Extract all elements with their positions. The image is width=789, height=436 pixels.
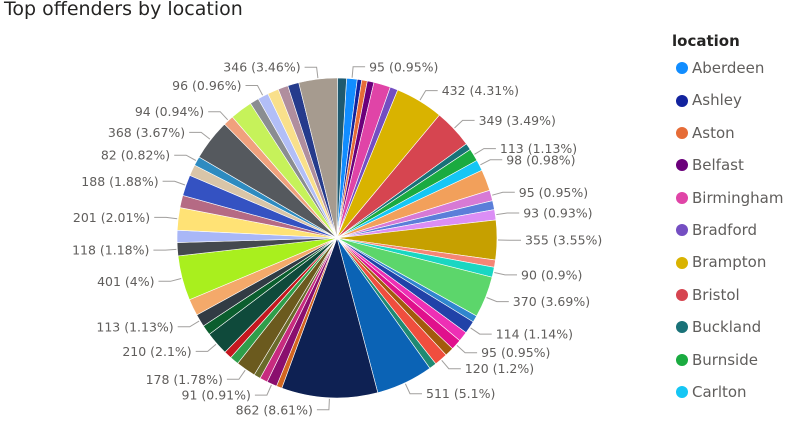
data-label: 95 (0.95%) — [519, 185, 588, 200]
legend-marker — [676, 62, 688, 75]
data-label: 82 (0.82%) — [101, 148, 170, 163]
leader-line — [177, 320, 200, 328]
data-label: 401 (4%) — [97, 274, 154, 289]
data-label: 113 (1.13%) — [96, 319, 173, 334]
data-label: 94 (0.94%) — [135, 104, 204, 119]
leader-line — [158, 278, 182, 282]
data-label: 188 (1.88%) — [81, 174, 158, 189]
data-label: 90 (0.9%) — [521, 267, 582, 282]
legend-item[interactable]: Bristol — [672, 279, 789, 311]
leader-line — [351, 66, 366, 78]
leader-line — [254, 384, 272, 396]
pie-slice[interactable] — [336, 77, 347, 239]
leader-lines — [153, 66, 521, 411]
legend-items: Aberdeen Ashley Aston Belfast Birmingham Brad… — [672, 52, 789, 408]
data-label: 91 (0.91%) — [182, 388, 251, 403]
data-label: 93 (0.93%) — [523, 206, 592, 221]
legend-marker — [676, 191, 688, 204]
legend-label: Carlton — [692, 382, 747, 401]
legend-label: Burnside — [692, 350, 758, 369]
legend-label: Bristol — [692, 285, 740, 304]
data-label: 349 (3.49%) — [479, 113, 556, 128]
legend-item[interactable]: Aberdeen — [672, 52, 789, 84]
leader-line — [162, 180, 186, 186]
leader-line — [226, 369, 246, 380]
leader-line — [419, 90, 438, 101]
legend-marker — [676, 256, 688, 269]
pie-slice[interactable] — [281, 237, 379, 399]
chart-title: Top offenders by location — [4, 0, 243, 20]
data-label: 346 (3.46%) — [223, 60, 300, 75]
leader-line — [153, 248, 177, 251]
leader-line — [316, 398, 330, 411]
leader-line — [441, 359, 461, 370]
legend-label: Bradford — [692, 220, 758, 239]
leader-line — [496, 212, 520, 216]
data-label: 95 (0.95%) — [369, 59, 438, 74]
legend-label: Buckland — [692, 318, 762, 337]
legend-title: location — [672, 32, 740, 50]
legend-item[interactable]: Carlton — [672, 376, 789, 408]
leader-line — [492, 191, 515, 196]
legend-marker — [676, 353, 688, 366]
leader-line — [454, 119, 475, 129]
legend-item[interactable]: Buckland — [672, 311, 789, 343]
legend-label: Ashley — [692, 91, 742, 110]
legend-marker — [676, 386, 688, 399]
data-label: 370 (3.69%) — [513, 294, 590, 309]
legend-marker — [676, 126, 688, 139]
leader-line — [189, 131, 211, 140]
data-label: 120 (1.2%) — [465, 361, 534, 376]
pie-chart: 95 (0.95%) 432 (4.31%) 349 (3.49%) 113 (1.1… — [72, 59, 602, 417]
leader-line — [404, 383, 422, 395]
leader-line — [208, 111, 229, 121]
leader-line — [245, 85, 264, 96]
leader-line — [154, 216, 178, 220]
legend-marker — [676, 159, 688, 172]
legend-label: Aston — [692, 123, 735, 142]
data-label: 432 (4.31%) — [442, 83, 519, 98]
data-label: 862 (8.61%) — [236, 402, 313, 417]
leader-line — [174, 154, 197, 161]
legend-item[interactable]: Ashley — [672, 84, 789, 116]
legend-marker — [676, 288, 688, 301]
data-label: 210 (2.1%) — [122, 344, 191, 359]
legend-item[interactable]: Aston — [672, 117, 789, 149]
data-label: 355 (3.55%) — [525, 233, 602, 248]
data-label: 178 (1.78%) — [146, 372, 223, 387]
data-label: 201 (2.01%) — [73, 210, 150, 225]
data-label: 98 (0.98%) — [506, 152, 575, 167]
leader-line — [480, 159, 503, 166]
leader-line — [474, 148, 496, 155]
legend-item[interactable]: Burnside — [672, 344, 789, 376]
legend-label: Brampton — [692, 253, 767, 272]
legend-label: Belfast — [692, 156, 744, 175]
legend: location Aberdeen Ashley Aston Belfast Birmi… — [672, 30, 789, 408]
leader-line — [486, 297, 509, 303]
legend-item[interactable]: Bradford — [672, 214, 789, 246]
data-labels: 95 (0.95%) 432 (4.31%) 349 (3.49%) 113 (1.1… — [72, 59, 602, 417]
legend-marker — [676, 224, 688, 237]
legend-marker — [676, 94, 688, 107]
pie-slices — [176, 77, 498, 399]
leader-line — [456, 345, 478, 354]
leader-line — [195, 343, 217, 352]
legend-item[interactable]: Belfast — [672, 149, 789, 181]
legend-item[interactable]: Brampton — [672, 246, 789, 278]
data-label: 96 (0.96%) — [172, 78, 241, 93]
data-label: 113 (1.13%) — [500, 141, 577, 156]
legend-marker — [676, 321, 688, 334]
data-label: 368 (3.67%) — [108, 125, 185, 140]
legend-label: Birmingham — [692, 188, 784, 207]
leader-line — [494, 272, 517, 276]
legend-label: Aberdeen — [692, 59, 765, 77]
data-label: 118 (1.18%) — [72, 243, 149, 258]
leader-line — [304, 66, 319, 79]
leader-line — [470, 327, 492, 335]
data-label: 511 (5.1%) — [426, 386, 495, 401]
legend-item[interactable]: Birmingham — [672, 182, 789, 214]
data-label: 95 (0.95%) — [481, 345, 550, 360]
data-label: 114 (1.14%) — [496, 327, 573, 342]
